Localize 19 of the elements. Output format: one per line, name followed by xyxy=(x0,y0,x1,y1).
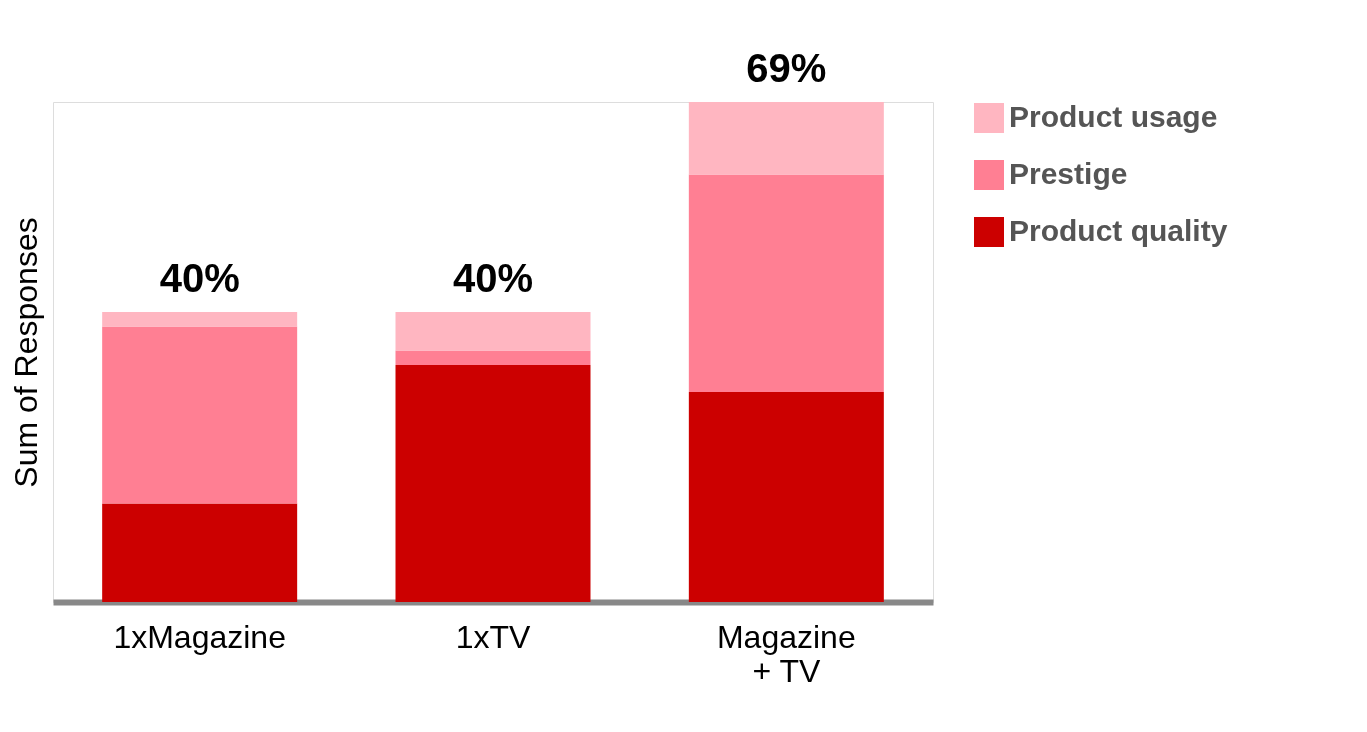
bar xyxy=(688,102,884,175)
bar xyxy=(395,350,591,365)
bar xyxy=(102,326,298,504)
bar xyxy=(688,392,884,602)
y-axis-title: Sum of Responses xyxy=(7,217,44,488)
x-tick-label: Magazine + TV xyxy=(716,618,856,689)
legend-label: Product usage xyxy=(1009,100,1218,133)
bar xyxy=(102,312,298,327)
bar xyxy=(688,174,884,392)
legend-label: Product quality xyxy=(1009,214,1228,247)
annotation: 40% xyxy=(452,256,534,300)
bar xyxy=(395,365,591,602)
annotation: 69% xyxy=(746,46,827,90)
annotation: 40% xyxy=(159,256,240,300)
x-tick-label: 1xMagazine xyxy=(113,618,286,655)
bar xyxy=(102,503,298,602)
bar xyxy=(395,312,591,351)
x-tick-label: 1xTV xyxy=(455,618,531,655)
legend-label: Prestige xyxy=(1009,157,1128,190)
